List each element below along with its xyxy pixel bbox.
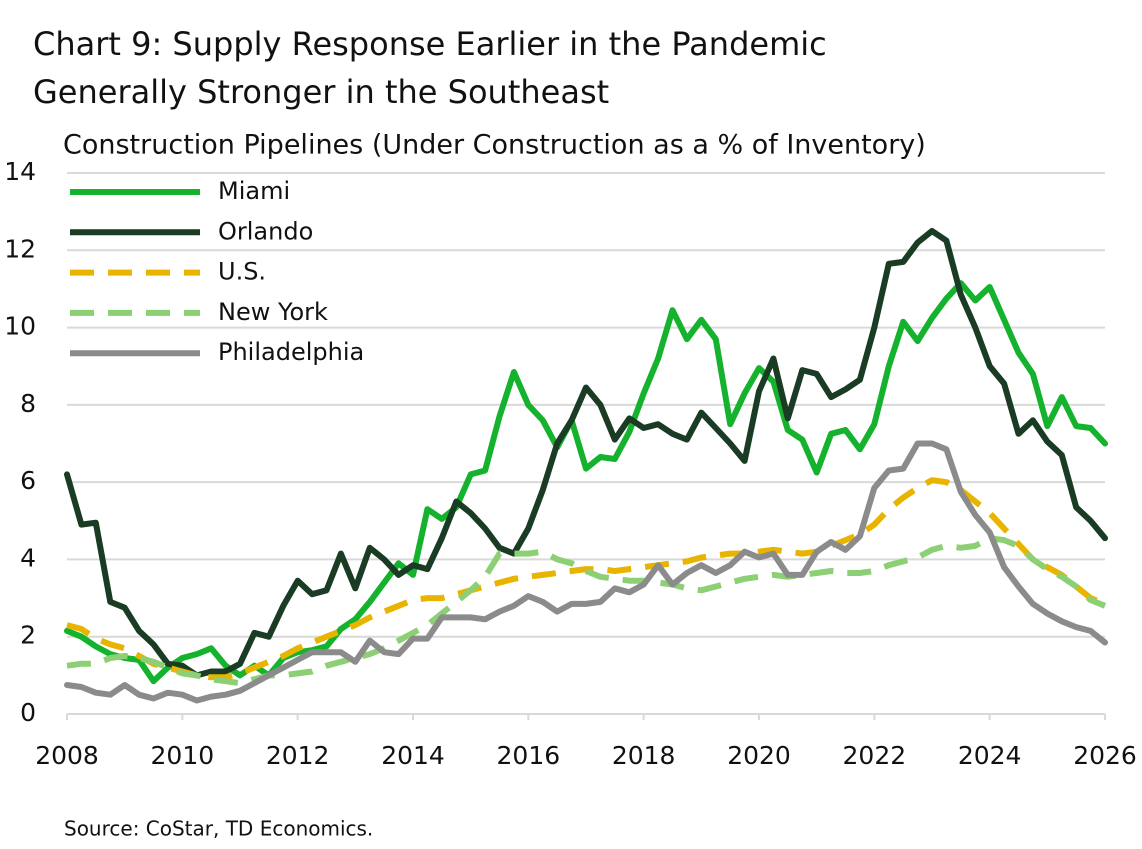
- x-tick-label: 2024: [958, 741, 1022, 770]
- x-tick-label: 2008: [35, 741, 99, 770]
- x-tick-label: 2012: [266, 741, 330, 770]
- x-tick-label: 2010: [151, 741, 215, 770]
- y-tick-label: 8: [20, 389, 36, 418]
- series-line: [64, 280, 1108, 685]
- chart-title: Generally Stronger in the Southeast: [33, 73, 609, 111]
- y-tick-label: 6: [20, 466, 36, 495]
- y-tick-label: 12: [4, 234, 36, 263]
- y-tick-label: 10: [4, 312, 36, 341]
- x-tick-label: 2016: [497, 741, 561, 770]
- chart-subtitle: Construction Pipelines (Under Constructi…: [63, 130, 926, 161]
- y-tick-label: 0: [20, 698, 36, 727]
- x-tick-label: 2018: [612, 741, 676, 770]
- x-tick-label: 2020: [727, 741, 791, 770]
- chart-title: Chart 9: Supply Response Earlier in the …: [33, 25, 827, 63]
- legend-label: U.S.: [218, 258, 266, 286]
- legend-label: New York: [218, 298, 328, 326]
- y-tick-label: 4: [20, 543, 36, 572]
- source-note: Source: CoStar, TD Economics.: [64, 817, 373, 841]
- legend-label: Philadelphia: [218, 338, 364, 366]
- legend-label: Miami: [218, 177, 290, 205]
- x-tick-label: 2026: [1073, 741, 1137, 770]
- series-line: [66, 535, 1107, 687]
- legend-label: Orlando: [218, 217, 313, 245]
- series-line: [64, 228, 1108, 679]
- series-line: [66, 477, 1107, 681]
- series-line: [64, 440, 1108, 704]
- y-tick-label: 2: [20, 621, 36, 650]
- y-tick-label: 14: [4, 157, 36, 186]
- x-tick-label: 2022: [843, 741, 907, 770]
- x-tick-label: 2014: [381, 741, 445, 770]
